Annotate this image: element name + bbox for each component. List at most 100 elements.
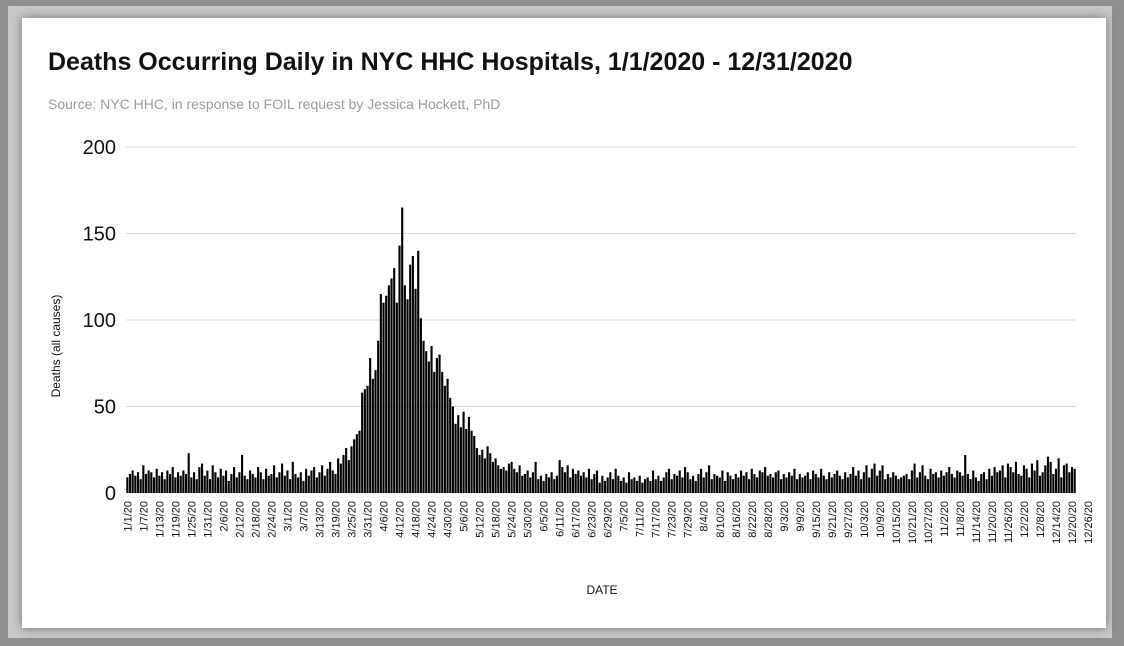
- bar: [142, 465, 145, 493]
- bar: [782, 473, 785, 493]
- bar: [590, 479, 593, 493]
- x-tick-label: 4/24/20: [427, 501, 439, 538]
- bar: [1014, 461, 1018, 493]
- bar: [673, 473, 676, 493]
- x-tick-label: 7/5/20: [619, 501, 631, 532]
- bar: [953, 477, 956, 493]
- bar: [734, 473, 737, 493]
- x-tick-label: 11/2/20: [939, 501, 951, 537]
- bar: [259, 472, 262, 493]
- bar: [265, 468, 268, 493]
- bar: [585, 477, 588, 493]
- bar: [924, 475, 927, 493]
- bar: [956, 470, 959, 493]
- bar: [235, 477, 238, 493]
- bar: [804, 475, 807, 493]
- bar: [977, 480, 980, 493]
- bar: [940, 470, 943, 493]
- bar: [1044, 465, 1047, 493]
- bar: [451, 406, 454, 493]
- bar: [785, 477, 788, 493]
- bar: [475, 448, 478, 493]
- bar: [753, 473, 756, 493]
- bar: [286, 470, 289, 493]
- x-tick-label: 8/22/20: [747, 501, 759, 538]
- bar: [382, 302, 385, 493]
- bar: [601, 475, 604, 493]
- x-tick-label: 12/20/20: [1067, 501, 1079, 544]
- x-tick-label: 6/29/20: [603, 501, 615, 538]
- bar: [326, 468, 329, 493]
- bar: [238, 472, 241, 493]
- bar: [846, 477, 849, 493]
- bar: [900, 477, 903, 493]
- bar: [1001, 465, 1004, 493]
- bar: [150, 472, 153, 493]
- bar: [646, 477, 649, 493]
- bar: [254, 477, 257, 493]
- bar: [486, 446, 489, 493]
- bar: [1041, 472, 1044, 493]
- bar: [184, 473, 188, 493]
- bar: [366, 385, 369, 493]
- bar: [1017, 473, 1020, 493]
- x-tick-label: 12/8/20: [1035, 501, 1047, 538]
- bar: [187, 453, 190, 493]
- bar: [598, 482, 601, 493]
- x-axis-label: DATE: [586, 583, 617, 597]
- bar: [457, 415, 460, 493]
- bar: [134, 475, 137, 493]
- bar: [1009, 467, 1012, 493]
- bar: [635, 480, 639, 493]
- bar: [553, 479, 556, 493]
- bar: [1046, 456, 1050, 493]
- bar: [798, 473, 801, 493]
- bar: [969, 479, 972, 493]
- x-tick-label: 3/1/20: [282, 501, 294, 532]
- bar: [756, 477, 759, 493]
- bar: [465, 428, 468, 493]
- bar: [849, 473, 852, 493]
- bar: [539, 475, 543, 493]
- chart-title: Deaths Occurring Daily in NYC HHC Hospit…: [48, 48, 853, 76]
- bar: [750, 468, 753, 493]
- bar: [617, 475, 620, 493]
- bar: [1028, 477, 1031, 493]
- bar: [438, 354, 441, 493]
- x-tick-label: 7/11/20: [635, 501, 647, 537]
- bar: [179, 475, 182, 493]
- bar: [339, 463, 342, 493]
- bar: [614, 468, 617, 493]
- bar: [1038, 475, 1042, 493]
- bar: [683, 467, 687, 493]
- x-tick-label: 9/15/20: [811, 501, 823, 538]
- bar: [697, 473, 700, 493]
- bar: [745, 472, 748, 493]
- bar: [777, 470, 780, 493]
- bar: [780, 479, 783, 493]
- bar: [772, 477, 775, 493]
- bar: [462, 411, 465, 493]
- bar: [467, 416, 470, 493]
- bar: [273, 465, 276, 493]
- x-tick-label: 4/30/20: [443, 501, 455, 538]
- bar: [742, 475, 745, 493]
- bar: [1057, 458, 1060, 493]
- bar: [670, 479, 673, 493]
- bar: [195, 479, 198, 493]
- bar: [593, 473, 596, 493]
- bar: [409, 264, 412, 493]
- bar: [889, 477, 892, 493]
- bar: [828, 472, 831, 493]
- bar: [713, 473, 716, 493]
- bar: [473, 435, 476, 493]
- bar: [163, 479, 166, 493]
- x-tick-label: 3/19/20: [330, 501, 342, 538]
- bar: [321, 465, 324, 493]
- bar: [294, 473, 297, 493]
- bar: [1073, 468, 1076, 493]
- bar: [921, 465, 924, 493]
- bar: [654, 479, 657, 493]
- bar: [446, 378, 449, 493]
